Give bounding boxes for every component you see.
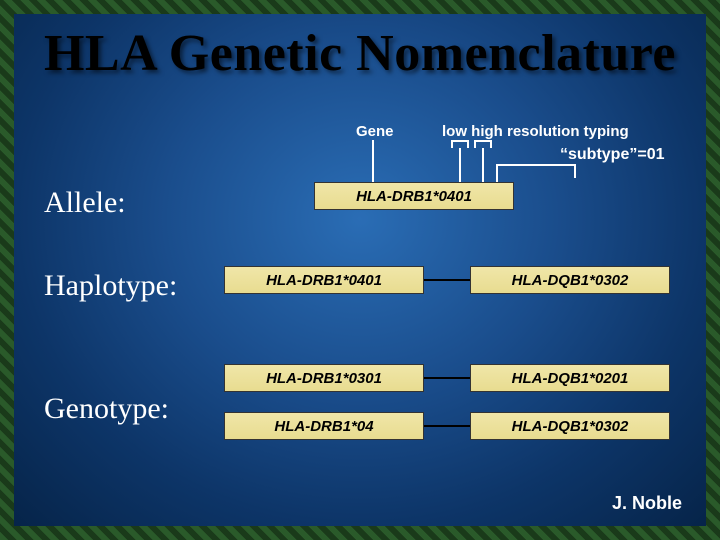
bracket-low xyxy=(451,140,469,148)
pointer-line xyxy=(496,164,576,166)
label-allele: Allele: xyxy=(44,186,126,220)
label-haplotype: Haplotype: xyxy=(44,269,177,303)
slide: HLA Genetic Nomenclature Gene low high r… xyxy=(0,0,720,540)
annotation-subtype: “subtype”=01 xyxy=(560,146,664,164)
box-allele: HLA-DRB1*0401 xyxy=(314,182,514,210)
pointer-line xyxy=(482,148,484,182)
slide-title: HLA Genetic Nomenclature xyxy=(14,24,706,83)
connector-line xyxy=(424,425,470,427)
pointer-line xyxy=(372,140,374,182)
connector-line xyxy=(424,279,470,281)
box-geno4: HLA-DQB1*0302 xyxy=(470,412,670,440)
credit-text: J. Noble xyxy=(612,493,682,514)
box-geno1: HLA-DRB1*0301 xyxy=(224,364,424,392)
box-geno2: HLA-DQB1*0201 xyxy=(470,364,670,392)
pointer-line xyxy=(574,164,576,178)
pointer-line xyxy=(459,148,461,182)
annotation-gene: Gene xyxy=(356,123,394,140)
bracket-high xyxy=(474,140,492,148)
connector-line xyxy=(424,377,470,379)
annotation-lowhigh: low high resolution typing xyxy=(442,123,629,140)
box-haplo2: HLA-DQB1*0302 xyxy=(470,266,670,294)
label-genotype: Genotype: xyxy=(44,392,169,426)
box-geno3: HLA-DRB1*04 xyxy=(224,412,424,440)
pointer-line xyxy=(496,164,498,182)
box-haplo1: HLA-DRB1*0401 xyxy=(224,266,424,294)
